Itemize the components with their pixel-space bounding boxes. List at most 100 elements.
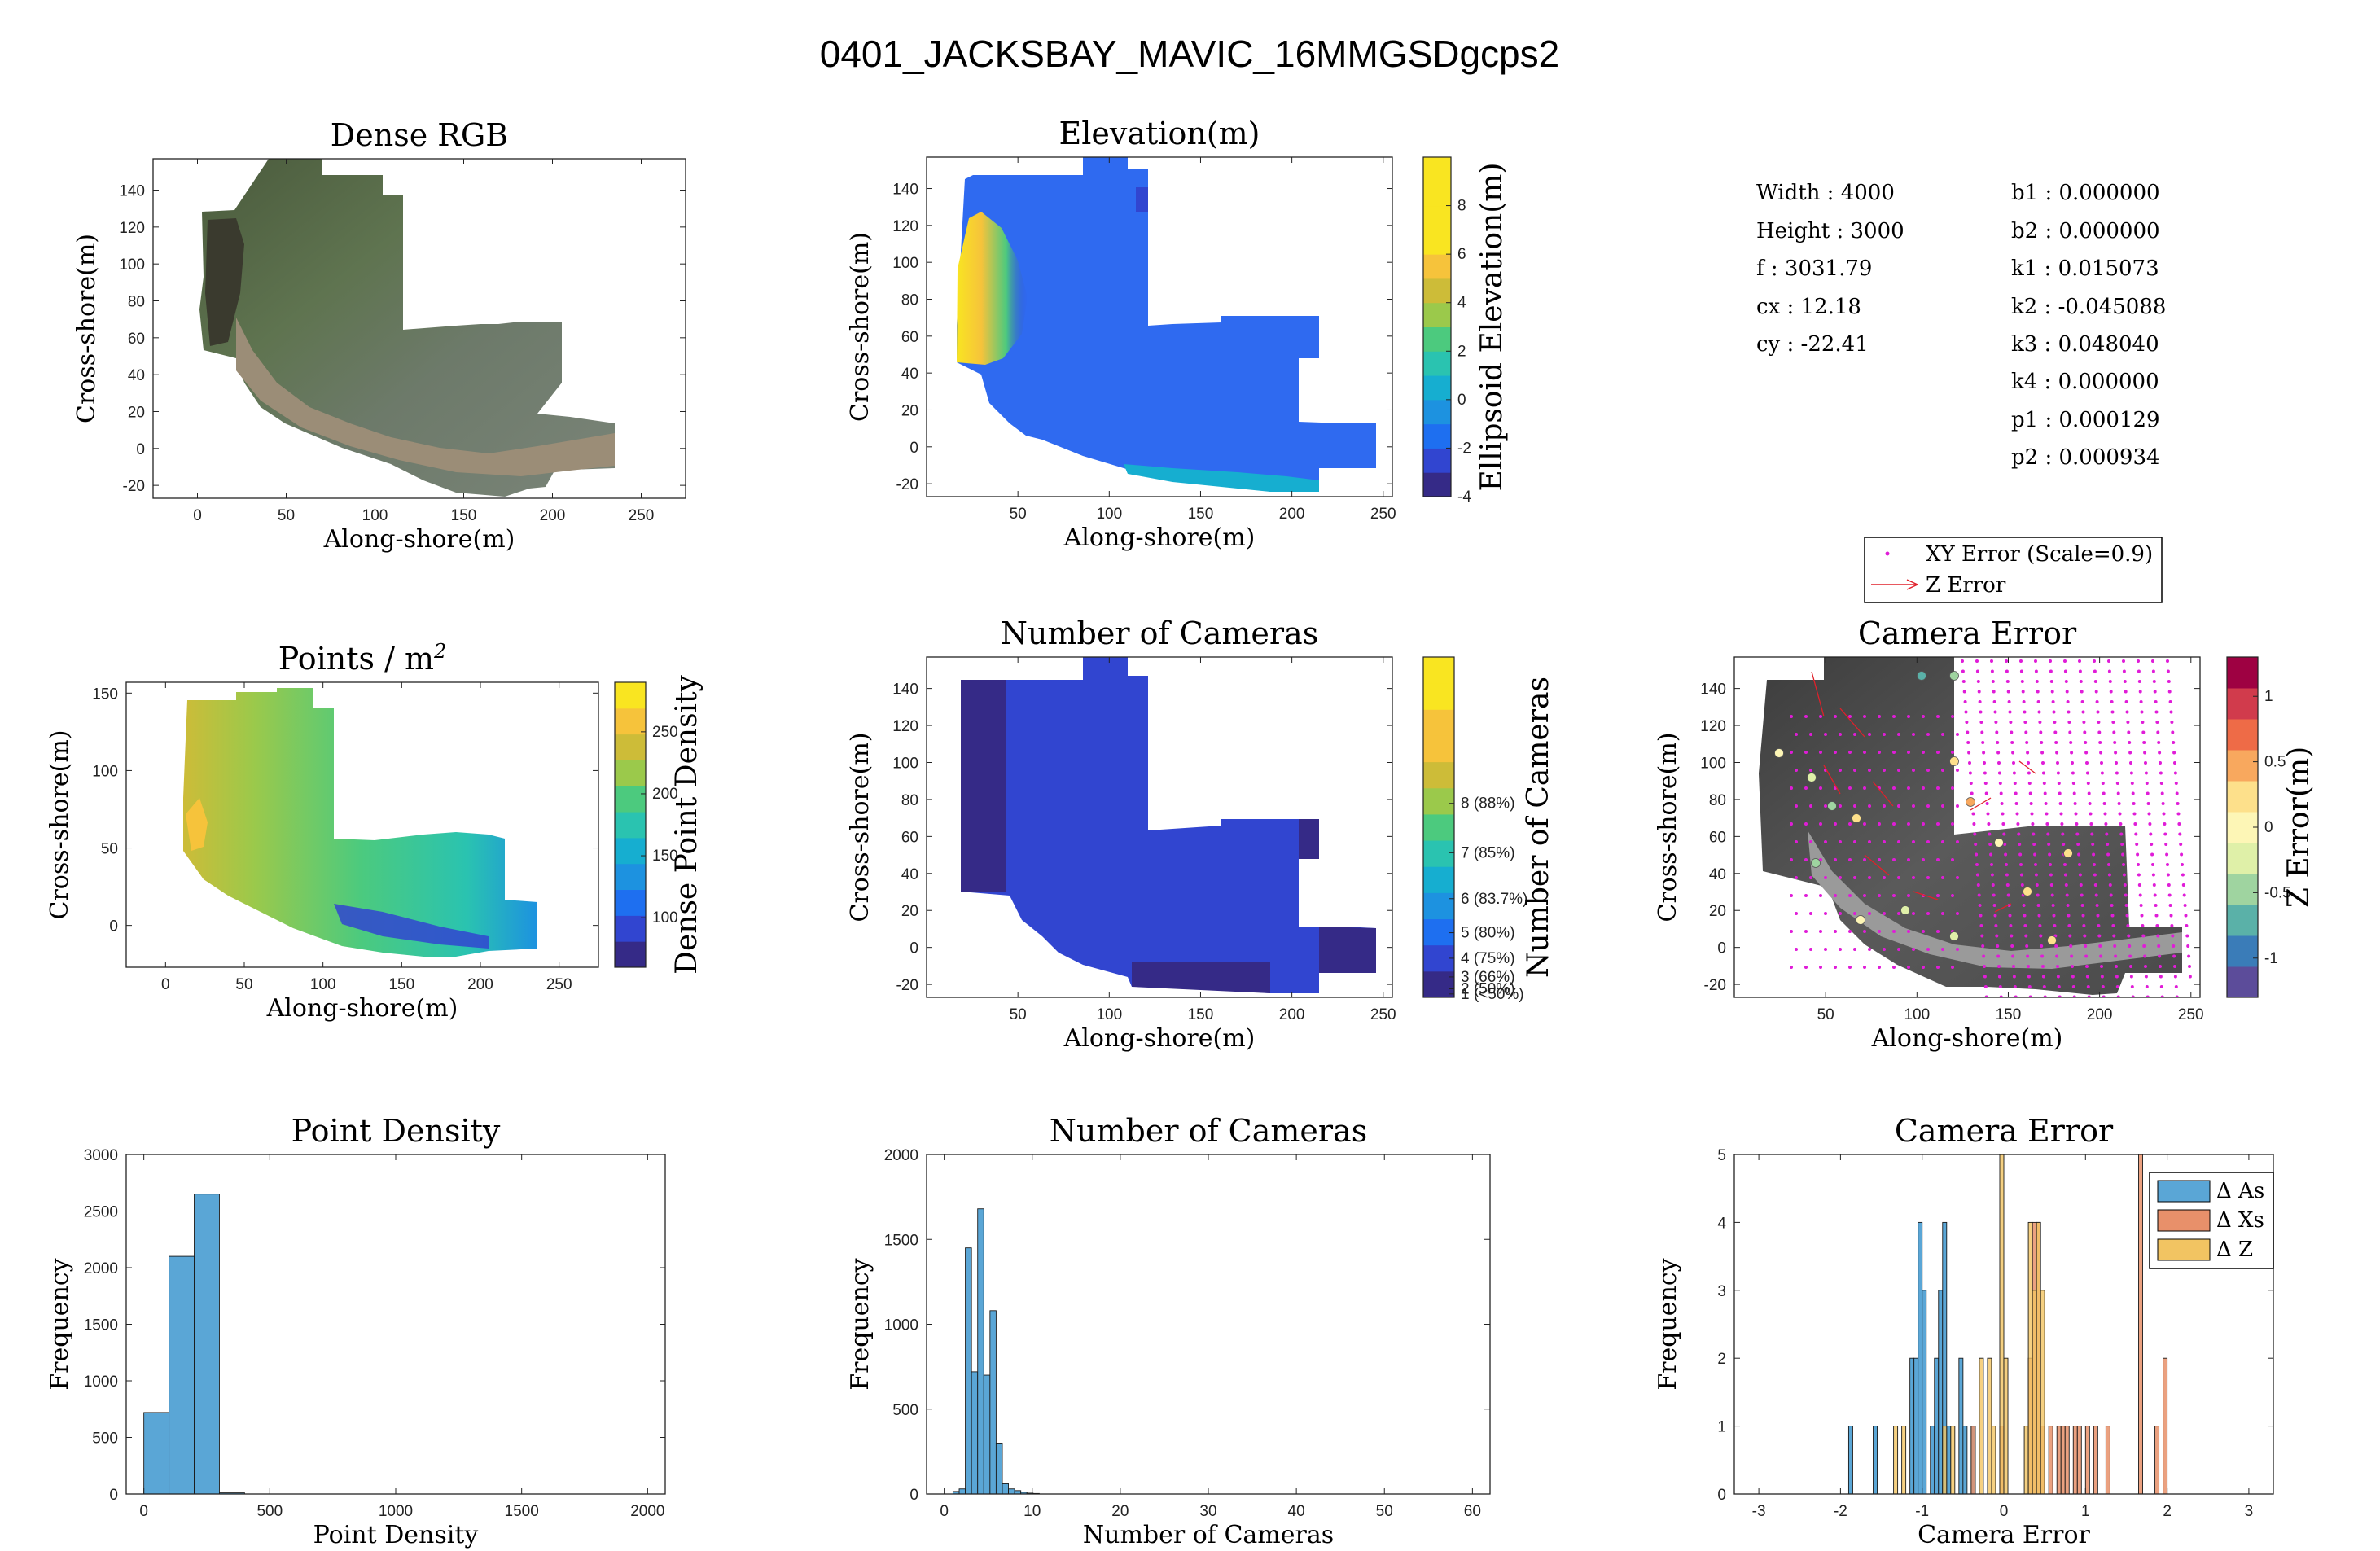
xy-error-dot xyxy=(1834,751,1837,754)
xy-error-dot xyxy=(1863,930,1866,933)
xy-error-dot xyxy=(2111,721,2115,724)
hist-point-density-ytick-label: 500 xyxy=(92,1431,118,1448)
hist-point-density-bar xyxy=(143,1412,170,1495)
xy-error-dot xyxy=(2136,852,2140,857)
num-cameras-map-ytick-label: 60 xyxy=(901,829,918,846)
xy-error-dot xyxy=(1912,912,1915,915)
xy-error-dot xyxy=(1863,894,1866,897)
xy-error-dot xyxy=(2080,690,2084,694)
hist-camera-error-bar xyxy=(2032,1290,2037,1495)
xy-error-dot xyxy=(2138,690,2142,694)
hist-num-cameras-xtick-label: 40 xyxy=(1288,1503,1305,1520)
xy-error-dot xyxy=(2096,914,2100,918)
xy-error-dot xyxy=(2022,904,2026,907)
hist-camera-error-bar xyxy=(1987,1357,1992,1495)
xy-error-dot xyxy=(2135,843,2139,846)
xy-error-dot xyxy=(2084,751,2089,755)
dense-rgb-axes-box xyxy=(152,158,686,499)
xy-error-dot xyxy=(1941,876,1944,879)
dense-rgb-ytick-label: -20 xyxy=(123,478,145,495)
xy-error-dot xyxy=(1809,912,1812,915)
xy-error-dot xyxy=(2064,680,2068,683)
xy-error-dot xyxy=(2153,893,2157,897)
xy-error-dot xyxy=(2156,730,2160,734)
xy-error-dot xyxy=(2095,904,2099,907)
camera-marker xyxy=(1949,756,1959,766)
xy-error-dot xyxy=(2154,710,2159,714)
dense-rgb-ytick-label: 120 xyxy=(119,220,145,237)
xy-error-dot xyxy=(2142,944,2146,948)
elevation-colorbar-segment xyxy=(1423,230,1451,255)
hist-camera-error-bar xyxy=(2036,1221,2041,1495)
xy-error-dot xyxy=(2072,791,2076,795)
xy-error-dot xyxy=(2087,791,2091,795)
xy-error-dot xyxy=(1824,804,1827,808)
xy-error-dot xyxy=(1848,930,1852,933)
xy-error-dot xyxy=(2036,893,2040,897)
xy-error-dot xyxy=(2168,700,2172,703)
xy-error-dot xyxy=(2026,751,2030,755)
xy-error-dot xyxy=(2173,975,2177,979)
camera-error-histogram: -3 -2 -1 0 1 2 3 0 1 2 3 4 5 Camera Error Camera Error… xyxy=(1654,1113,2274,1549)
hist-num-cameras-xtick-label: 10 xyxy=(1023,1503,1041,1520)
xy-error-dot xyxy=(2160,791,2164,795)
points-m2-ytick-label: 50 xyxy=(101,841,118,858)
xy-error-dot xyxy=(2143,751,2147,755)
xy-error-dot xyxy=(1907,858,1910,861)
xy-error-dot xyxy=(1819,786,1822,790)
elevation-colorbar-segment xyxy=(1423,399,1451,425)
dense-rgb-image xyxy=(199,159,615,497)
elevation-colorbar-tick-label: 8 xyxy=(1457,198,1466,215)
xy-error-dot xyxy=(2111,924,2115,927)
xy-error-dot xyxy=(1985,802,1989,805)
xy-error-dot xyxy=(1990,659,1993,663)
xy-error-dot xyxy=(2037,710,2041,714)
xy-error-dot xyxy=(2166,873,2170,877)
param-height: Height : 3000 xyxy=(1756,219,1904,243)
xy-error-dot xyxy=(2037,914,2041,918)
num-cameras-map-colorbar-label: Number of Cameras xyxy=(1522,677,1555,978)
point-density-histogram: 0 500 1000 1500 2000 0 500 1000 1500 2000 2500 3000… xyxy=(46,1113,666,1549)
hist-camera-error-bar xyxy=(2093,1426,2098,1495)
xy-error-dot xyxy=(2107,659,2110,663)
elevation-axes-box xyxy=(926,156,1393,497)
points-m2-colorbar-tick-label: 200 xyxy=(652,786,678,803)
xy-error-dot xyxy=(1819,751,1822,754)
points-m2-colorbar-segment xyxy=(615,915,646,942)
camera-error-map-ytick-label: 40 xyxy=(1709,866,1726,883)
xy-error-dot xyxy=(2050,690,2054,694)
elevation-colorbar-label: Ellipsoid Elevation(m) xyxy=(1475,163,1509,492)
xy-error-dot xyxy=(1892,786,1896,790)
xy-error-dot xyxy=(2183,904,2187,907)
xy-error-dot xyxy=(2023,721,2027,724)
xy-error-dot xyxy=(1992,893,1996,897)
xy-error-dot xyxy=(2027,985,2032,988)
xy-error-dot xyxy=(2112,934,2116,938)
xy-error-dot xyxy=(1936,751,1940,754)
xy-error-dot xyxy=(1853,948,1856,951)
xy-error-dot xyxy=(2006,893,2010,897)
camera-count-low-edge xyxy=(961,680,1006,892)
xy-error-dot xyxy=(2053,730,2058,734)
xy-error-dot xyxy=(1926,912,1930,915)
xy-error-dot xyxy=(2035,680,2039,683)
hist-point-density-bar xyxy=(194,1194,220,1495)
xy-error-dot xyxy=(2033,852,2037,857)
xy-error-dot xyxy=(2036,700,2040,703)
xy-error-dot xyxy=(2091,843,2095,846)
xy-error-dot xyxy=(1975,873,1979,877)
xy-error-dot xyxy=(1976,883,1980,887)
xy-error-dot xyxy=(2154,904,2158,907)
xy-error-dot xyxy=(1883,876,1886,879)
num-cameras-map-colorbar-tick-label: 5 (80%) xyxy=(1461,925,1515,942)
num-cameras-map-colorbar-tick-label: 2 (50%) xyxy=(1461,981,1515,998)
xy-error-dot xyxy=(2179,843,2183,846)
xy-error-dot xyxy=(1951,858,1954,861)
xy-error-dot xyxy=(1951,751,1954,754)
hist-camera-error-bar xyxy=(2072,1426,2078,1495)
xy-error-dot xyxy=(1804,786,1808,790)
xy-error-dot xyxy=(1926,948,1930,951)
xy-error-dot xyxy=(1907,966,1910,969)
xy-error-dot xyxy=(1982,751,1986,755)
num-cameras-map-colorbar-segment xyxy=(1423,813,1454,841)
